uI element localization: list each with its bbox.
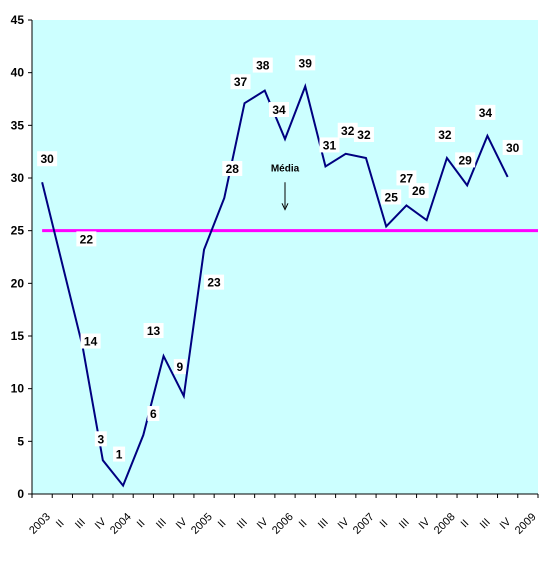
data-label-background bbox=[222, 161, 243, 177]
x-tick-label: 2003 bbox=[27, 511, 53, 537]
data-label: 9 bbox=[176, 360, 183, 374]
x-tick-label: IV bbox=[417, 515, 433, 531]
data-label-background bbox=[455, 152, 476, 168]
data-label: 6 bbox=[150, 407, 157, 421]
data-label: 34 bbox=[479, 106, 493, 120]
data-label: 30 bbox=[40, 152, 54, 166]
x-tick-label: IV bbox=[336, 515, 352, 531]
data-label-background bbox=[147, 406, 160, 422]
data-label: 23 bbox=[207, 276, 221, 290]
data-label: 3 bbox=[97, 432, 104, 446]
y-tick-label: 40 bbox=[11, 66, 25, 80]
data-label-background bbox=[502, 139, 523, 155]
data-label: 34 bbox=[272, 103, 286, 117]
x-tick-label: 2006 bbox=[270, 511, 296, 537]
x-tick-label: III bbox=[316, 516, 331, 531]
data-label: 30 bbox=[506, 141, 520, 155]
data-label-background bbox=[295, 55, 316, 71]
y-tick-label: 20 bbox=[11, 276, 25, 290]
x-tick-label: III bbox=[478, 516, 493, 531]
x-tick-label: II bbox=[297, 517, 310, 530]
data-label-background bbox=[475, 104, 496, 120]
data-label: 32 bbox=[438, 128, 452, 142]
average-annotation-label: Média bbox=[271, 164, 300, 175]
data-label-background bbox=[94, 431, 107, 447]
y-tick-label: 35 bbox=[11, 118, 25, 132]
data-label-background bbox=[381, 189, 402, 205]
y-tick-label: 0 bbox=[17, 487, 24, 501]
data-label: 38 bbox=[256, 59, 270, 73]
y-tick-label: 25 bbox=[11, 224, 25, 238]
data-label: 32 bbox=[357, 128, 371, 142]
data-label-background bbox=[337, 122, 358, 138]
data-label: 37 bbox=[234, 75, 248, 89]
data-label-background bbox=[269, 102, 289, 118]
x-tick-label: II bbox=[54, 517, 67, 530]
average-annotation-arrowhead bbox=[281, 203, 289, 211]
data-label-background bbox=[143, 323, 164, 339]
data-label-background bbox=[80, 333, 101, 349]
x-tick-label: II bbox=[216, 517, 229, 530]
data-label: 29 bbox=[458, 153, 472, 167]
data-label-background bbox=[252, 57, 273, 73]
data-label: 25 bbox=[385, 190, 399, 204]
x-tick-label: III bbox=[73, 516, 88, 531]
x-tick-label: IV bbox=[174, 515, 190, 531]
data-label-background bbox=[204, 274, 225, 290]
data-label: 1 bbox=[116, 448, 123, 462]
x-tick-label: 2007 bbox=[351, 511, 377, 537]
y-tick-label: 30 bbox=[11, 171, 25, 185]
x-tick-label: II bbox=[378, 517, 391, 530]
plot-area bbox=[32, 20, 538, 494]
x-tick-label: IV bbox=[255, 515, 271, 531]
x-tick-label: 2005 bbox=[189, 511, 215, 537]
x-tick-label: III bbox=[235, 516, 250, 531]
data-label-background bbox=[408, 183, 429, 199]
data-label: 39 bbox=[299, 56, 313, 70]
data-label-background bbox=[434, 126, 455, 142]
x-tick-label: III bbox=[397, 516, 412, 531]
x-tick-label: II bbox=[135, 517, 148, 530]
x-tick-label: III bbox=[154, 516, 169, 531]
data-label-background bbox=[173, 359, 186, 375]
data-label-background bbox=[37, 151, 58, 167]
y-tick-label: 10 bbox=[11, 382, 25, 396]
data-label: 32 bbox=[341, 124, 355, 138]
data-label-background bbox=[396, 170, 417, 186]
x-tick-label: II bbox=[459, 517, 472, 530]
data-label: 31 bbox=[323, 138, 337, 152]
data-label-background bbox=[319, 137, 340, 153]
data-label-background bbox=[76, 231, 97, 247]
data-label: 13 bbox=[147, 324, 161, 338]
data-label: 14 bbox=[84, 335, 98, 349]
data-label: 26 bbox=[412, 184, 426, 198]
x-tick-label: 2009 bbox=[513, 511, 539, 537]
x-tick-label: 2008 bbox=[432, 511, 458, 537]
x-tick-label: 2004 bbox=[108, 511, 134, 537]
data-label-background bbox=[113, 446, 126, 462]
y-tick-label: 15 bbox=[11, 329, 25, 343]
data-label: 22 bbox=[80, 232, 94, 246]
data-label-background bbox=[230, 74, 251, 90]
y-tick-label: 5 bbox=[17, 434, 24, 448]
data-label: 27 bbox=[400, 171, 414, 185]
data-label-background bbox=[353, 126, 374, 142]
x-tick-label: IV bbox=[93, 515, 109, 531]
x-tick-label: IV bbox=[498, 515, 514, 531]
data-label: 28 bbox=[226, 162, 240, 176]
y-tick-label: 45 bbox=[11, 13, 25, 27]
